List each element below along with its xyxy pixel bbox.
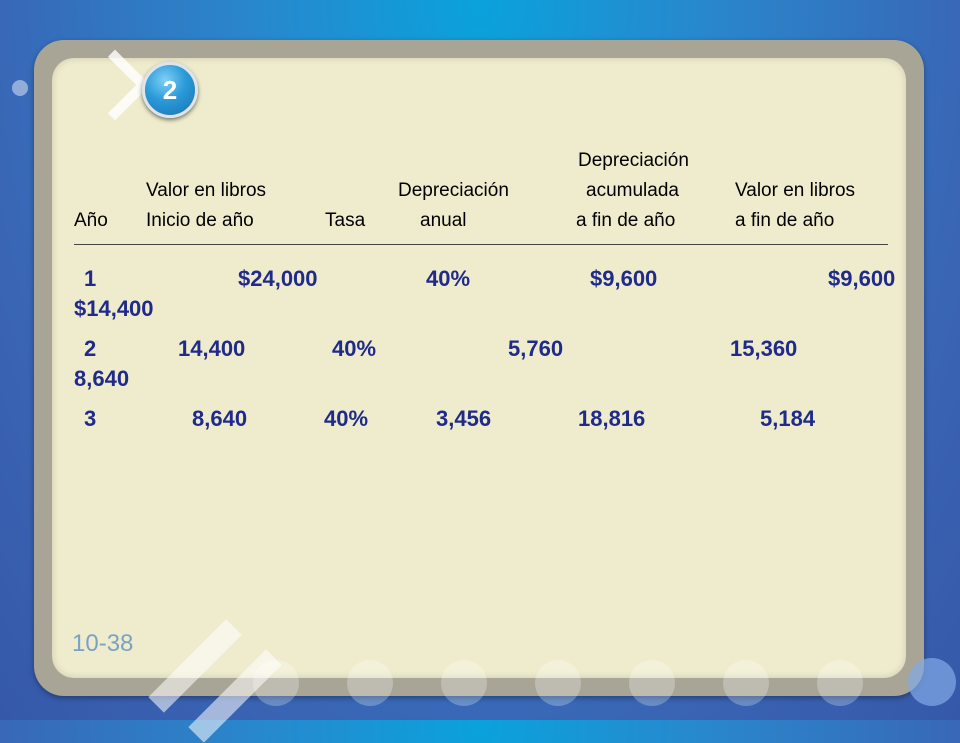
slide-number: 10-38 <box>72 630 134 657</box>
decor-circle <box>723 660 769 706</box>
row3-end-value: 5,184 <box>760 406 816 431</box>
header-depreciacion-acumulada-2: acumulada <box>586 180 679 201</box>
header-valor-fin-2: a fin de año <box>735 210 835 231</box>
row1-annual: $9,600 <box>590 266 658 291</box>
row1-rate: 40% <box>426 266 471 291</box>
slide-content-area <box>52 58 906 678</box>
row3-annual: 3,456 <box>436 406 492 431</box>
header-depreciacion-acumulada-3: a fin de año <box>576 210 676 231</box>
step-number-badge: 2 <box>142 62 198 118</box>
row3-rate: 40% <box>324 406 369 431</box>
decor-circle <box>347 660 393 706</box>
decor-circle <box>817 660 863 706</box>
row3-year: 3 <box>84 406 97 431</box>
row3-start-value: 8,640 <box>192 406 248 431</box>
decor-circle <box>908 658 956 706</box>
decor-dot <box>12 80 28 96</box>
row2-accumulated: 15,360 <box>730 336 798 361</box>
row1-end-value: $14,400 <box>74 296 154 321</box>
decor-circle <box>441 660 487 706</box>
row1-year: 1 <box>84 266 97 291</box>
row2-start-value: 14,400 <box>178 336 246 361</box>
row2-rate: 40% <box>332 336 377 361</box>
header-depreciacion-acumulada-1: Depreciación <box>578 150 689 171</box>
header-depreciacion-anual-2: anual <box>420 210 467 231</box>
decor-circle <box>629 660 675 706</box>
row3-accumulated: 18,816 <box>578 406 646 431</box>
header-valor-inicio-2: Inicio de año <box>146 210 254 231</box>
decor-circle <box>535 660 581 706</box>
row2-annual: 5,760 <box>508 336 564 361</box>
row2-year: 2 <box>84 336 97 361</box>
header-valor-inicio-1: Valor en libros <box>146 180 267 201</box>
header-ano: Año <box>74 210 108 231</box>
row2-end-value: 8,640 <box>74 366 130 391</box>
header-depreciacion-anual-1: Depreciación <box>398 180 509 201</box>
header-tasa: Tasa <box>325 210 366 231</box>
row1-start-value: $24,000 <box>238 266 318 291</box>
header-divider <box>74 244 888 245</box>
header-valor-fin-1: Valor en libros <box>735 180 856 201</box>
row1-accumulated: $9,600 <box>828 266 896 291</box>
